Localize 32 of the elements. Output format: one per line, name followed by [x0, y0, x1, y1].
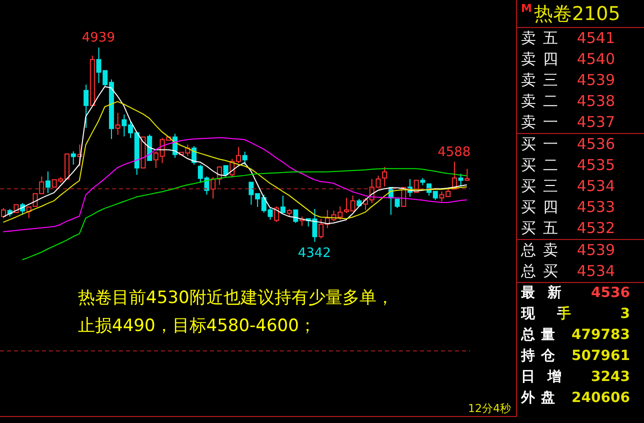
candlestick [45, 171, 50, 194]
text: M [521, 2, 532, 15]
text: 买三 4534 [521, 177, 615, 196]
text: 外盘 240606 [521, 389, 630, 408]
text: 买四 4533 [521, 198, 615, 217]
text: 总买 4534 [521, 262, 615, 281]
annotation: 4939 [82, 30, 115, 46]
candlestick [84, 84, 89, 128]
text: 卖二 4538 [521, 92, 615, 111]
text: 卖四 4540 [521, 50, 615, 69]
candlestick [140, 136, 146, 168]
text: 买一 4536 [521, 135, 615, 154]
text: 卖一 4537 [521, 113, 615, 132]
annotation: 4588 [438, 144, 471, 160]
annotation: 止损4490，目标4580-4600； [78, 315, 317, 338]
text: 日增 3243 [521, 368, 630, 387]
text: 买二 4535 [521, 156, 615, 175]
text: 热卷2105 [534, 2, 620, 26]
text: 买五 4532 [521, 219, 615, 238]
text: 现手 3 [521, 305, 630, 324]
annotation: 4342 [298, 246, 331, 262]
annotation: 热卷目前4530附近也建议持有少量多单， [78, 287, 394, 310]
text: 卖五 4541 [521, 29, 615, 48]
text: 卖三 4539 [521, 71, 615, 90]
text: 持仓 507961 [521, 347, 630, 366]
x-axis-title: 12分4秒 [468, 401, 511, 416]
candlestick [115, 112, 120, 136]
candlestick [280, 195, 286, 214]
text: 总卖 4539 [521, 241, 615, 260]
text: 总量 479783 [521, 326, 630, 345]
candlestick [464, 168, 470, 181]
text: 最新 4536 [521, 284, 630, 303]
